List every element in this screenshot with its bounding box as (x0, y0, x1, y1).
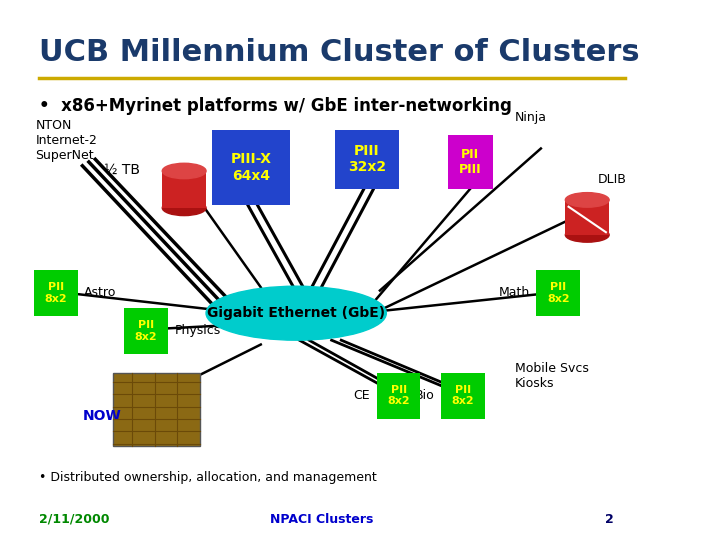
Text: • Distributed ownership, allocation, and management: • Distributed ownership, allocation, and… (39, 471, 377, 484)
Text: UCB Millennium Cluster of Clusters: UCB Millennium Cluster of Clusters (39, 38, 639, 67)
Text: PIII-X
64x4: PIII-X 64x4 (230, 152, 271, 183)
FancyBboxPatch shape (377, 373, 420, 418)
Text: PII
8x2: PII 8x2 (45, 282, 68, 303)
Ellipse shape (206, 286, 387, 340)
Text: Gigabit Ethernet (GbE): Gigabit Ethernet (GbE) (207, 306, 385, 320)
FancyBboxPatch shape (162, 171, 206, 208)
Text: NPACI Clusters: NPACI Clusters (270, 513, 374, 526)
FancyBboxPatch shape (448, 135, 492, 189)
Text: 2/11/2000: 2/11/2000 (39, 513, 109, 526)
Text: Astro: Astro (84, 286, 117, 300)
Ellipse shape (162, 200, 206, 215)
Text: PII
PIII: PII PIII (459, 148, 482, 176)
Text: Ninja: Ninja (515, 111, 547, 124)
Text: Mobile Svcs
Kiosks: Mobile Svcs Kiosks (515, 362, 589, 390)
FancyBboxPatch shape (125, 308, 168, 354)
FancyBboxPatch shape (113, 373, 199, 446)
Text: NOW: NOW (82, 409, 121, 423)
Text: PII
8x2: PII 8x2 (387, 384, 410, 406)
Text: 2: 2 (606, 513, 614, 526)
Text: ½ TB: ½ TB (104, 163, 140, 177)
FancyBboxPatch shape (536, 270, 580, 316)
Text: CE: CE (354, 389, 370, 402)
Text: Physics: Physics (174, 324, 221, 338)
Text: NTON
Internet-2
SuperNet: NTON Internet-2 SuperNet (35, 119, 97, 162)
Text: PII
8x2: PII 8x2 (135, 320, 158, 342)
Text: Math: Math (499, 286, 530, 300)
Text: PII
8x2: PII 8x2 (547, 282, 570, 303)
Text: PII
8x2: PII 8x2 (451, 384, 474, 406)
Text: Bio: Bio (415, 389, 435, 402)
FancyBboxPatch shape (34, 270, 78, 316)
Ellipse shape (162, 163, 206, 179)
FancyBboxPatch shape (212, 130, 289, 205)
Text: DLIB: DLIB (598, 173, 626, 186)
Ellipse shape (565, 193, 609, 207)
FancyBboxPatch shape (335, 130, 399, 189)
FancyBboxPatch shape (441, 373, 485, 418)
Text: •  x86+Myrinet platforms w/ GbE inter-networking: • x86+Myrinet platforms w/ GbE inter-net… (39, 97, 511, 115)
FancyBboxPatch shape (565, 200, 609, 235)
Ellipse shape (565, 228, 609, 242)
Text: PIII
32x2: PIII 32x2 (348, 144, 386, 174)
